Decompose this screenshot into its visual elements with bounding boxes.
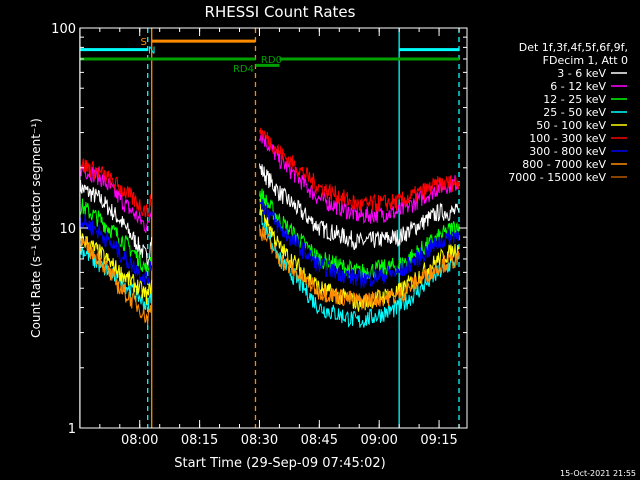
series-line-0-seg-0 <box>79 179 153 268</box>
x-tick-label-3: 08:45 <box>301 433 338 448</box>
legend-label-5: 100 - 300 keV <box>529 132 606 145</box>
x-tick-label-1: 08:15 <box>181 433 218 448</box>
series-line-1-seg-0 <box>79 162 153 233</box>
x-tick-label-2: 08:30 <box>241 433 278 448</box>
legend-label-2: 12 - 25 keV <box>543 93 606 106</box>
x-tick-label-4: 09:00 <box>360 433 397 448</box>
series-line-6-seg-0 <box>79 214 153 285</box>
y-tick-label-1: 10 <box>59 222 76 237</box>
legend-label-4: 50 - 100 keV <box>536 119 606 132</box>
series-layer <box>79 127 460 328</box>
legend: Det 1f,3f,4f,5f,6f,9f, FDecim 1, Att 0 3… <box>508 41 628 184</box>
series-line-5-seg-0 <box>79 158 153 219</box>
series-line-7-seg-1 <box>259 224 460 310</box>
x-tick-label-5: 09:15 <box>420 433 457 448</box>
legend-label-6: 300 - 800 keV <box>529 145 606 158</box>
footer-timestamp: 15-Oct-2021 21:55 <box>560 469 636 478</box>
x-tick-label-0: 08:00 <box>121 433 158 448</box>
legend-label-3: 25 - 50 keV <box>543 106 606 119</box>
annotation-s: S <box>141 37 147 48</box>
annotation-n: N <box>148 46 155 57</box>
legend-label-1: 6 - 12 keV <box>550 80 606 93</box>
y-tick-label-0: 1 <box>68 422 76 437</box>
legend-label-8: 7000 - 15000 keV <box>508 171 606 184</box>
series-line-6-seg-1 <box>259 199 460 289</box>
legend-label-0: 3 - 6 keV <box>557 67 606 80</box>
legend-header-line-1: Det 1f,3f,4f,5f,6f,9f, <box>519 41 628 54</box>
series-line-0-seg-1 <box>259 163 460 251</box>
y-tick-label-2: 100 <box>51 22 76 37</box>
series-line-1-seg-1 <box>259 134 460 225</box>
chart-title: RHESSI Count Rates <box>205 3 356 21</box>
annotation-rd0: RD0 <box>261 55 282 66</box>
y-axis-label: Count Rate (s⁻¹ detector segment⁻¹) <box>29 118 43 338</box>
series-line-7-seg-0 <box>79 237 153 326</box>
legend-header-line-2: FDecim 1, Att 0 <box>543 54 628 67</box>
annotation-rd4: RD4 <box>233 64 254 75</box>
x-axis-label: Start Time (29-Sep-09 07:45:02) <box>174 456 385 471</box>
series-line-5-seg-1 <box>259 127 460 212</box>
axes: 1 10 100 08:00 08:15 08:30 08:45 09:00 09:15 <box>51 22 468 448</box>
legend-label-7: 800 - 7000 keV <box>522 158 606 171</box>
series-line-4-seg-0 <box>79 228 153 305</box>
series-line-3-seg-1 <box>259 209 460 328</box>
series-line-2-seg-0 <box>79 198 153 279</box>
